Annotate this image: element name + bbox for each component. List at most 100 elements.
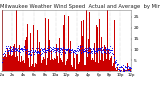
Point — [107, 51, 109, 52]
Point — [117, 71, 120, 72]
Point — [52, 51, 54, 52]
Point — [4, 51, 6, 52]
Point — [98, 49, 101, 50]
Point — [86, 47, 89, 49]
Point — [21, 47, 23, 48]
Point — [54, 48, 57, 49]
Point — [76, 48, 78, 49]
Point — [42, 47, 45, 48]
Point — [64, 52, 67, 54]
Point — [25, 53, 28, 54]
Point — [25, 51, 27, 53]
Point — [3, 52, 5, 54]
Point — [103, 50, 105, 52]
Point — [23, 45, 25, 46]
Point — [10, 49, 12, 50]
Point — [79, 50, 82, 51]
Point — [122, 70, 125, 71]
Point — [71, 51, 74, 53]
Point — [29, 49, 32, 51]
Point — [27, 50, 30, 52]
Point — [120, 65, 122, 67]
Point — [35, 51, 37, 52]
Point — [103, 52, 106, 53]
Point — [105, 50, 108, 51]
Point — [59, 51, 62, 53]
Point — [95, 51, 98, 52]
Point — [104, 48, 106, 50]
Point — [67, 48, 69, 49]
Point — [81, 52, 84, 53]
Point — [24, 50, 27, 51]
Point — [52, 49, 54, 50]
Point — [99, 49, 101, 50]
Point — [34, 50, 37, 52]
Point — [104, 53, 107, 54]
Point — [55, 50, 57, 51]
Point — [31, 48, 33, 49]
Point — [13, 50, 15, 51]
Point — [75, 50, 78, 52]
Point — [103, 51, 105, 52]
Point — [5, 52, 8, 53]
Point — [16, 50, 19, 52]
Point — [126, 69, 129, 71]
Point — [43, 52, 46, 53]
Point — [1, 62, 4, 63]
Point — [48, 48, 50, 49]
Point — [24, 50, 27, 51]
Point — [94, 48, 97, 49]
Point — [40, 53, 42, 54]
Point — [124, 65, 127, 66]
Point — [100, 51, 103, 52]
Point — [48, 48, 51, 50]
Point — [5, 47, 8, 48]
Point — [47, 48, 50, 49]
Point — [35, 47, 37, 48]
Point — [66, 48, 68, 50]
Point — [88, 47, 90, 49]
Point — [87, 52, 90, 53]
Point — [36, 52, 38, 54]
Point — [57, 47, 60, 49]
Point — [101, 46, 103, 47]
Point — [85, 49, 88, 51]
Point — [2, 53, 4, 55]
Point — [31, 51, 33, 53]
Point — [19, 52, 22, 53]
Point — [73, 51, 75, 53]
Point — [84, 49, 86, 50]
Point — [106, 48, 109, 49]
Point — [84, 51, 87, 52]
Point — [42, 49, 44, 50]
Point — [62, 47, 64, 49]
Point — [40, 49, 43, 50]
Point — [65, 49, 67, 50]
Point — [90, 51, 92, 53]
Point — [88, 46, 91, 48]
Point — [45, 52, 47, 53]
Point — [110, 50, 113, 51]
Point — [8, 47, 10, 48]
Text: Milwaukee Weather Wind Speed  Actual and Average  by Minute mph  (24 Hours): Milwaukee Weather Wind Speed Actual and … — [0, 4, 160, 9]
Point — [74, 50, 77, 51]
Point — [20, 49, 23, 50]
Point — [46, 50, 49, 51]
Point — [119, 66, 122, 68]
Point — [116, 64, 118, 65]
Point — [55, 50, 58, 52]
Point — [27, 53, 30, 54]
Point — [2, 54, 5, 55]
Point — [86, 52, 88, 53]
Point — [76, 50, 79, 52]
Point — [130, 67, 132, 69]
Point — [8, 48, 11, 49]
Point — [113, 56, 115, 57]
Point — [107, 50, 110, 51]
Point — [83, 50, 86, 51]
Point — [87, 48, 90, 49]
Point — [96, 49, 99, 50]
Point — [99, 47, 102, 49]
Point — [88, 47, 91, 48]
Point — [122, 69, 124, 70]
